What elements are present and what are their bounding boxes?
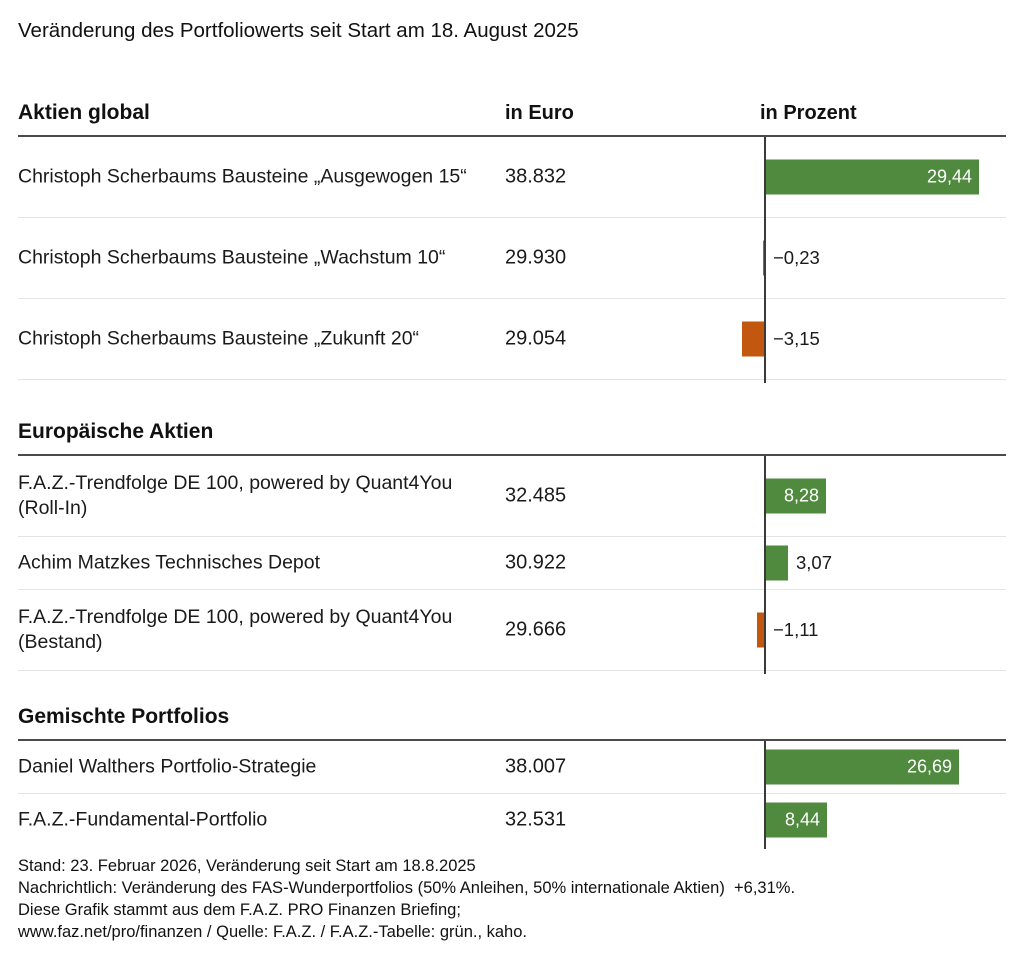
euro-value: 30.922 [505, 551, 567, 574]
euro-value: 38.832 [505, 165, 567, 188]
table-row: Christoph Scherbaums Bausteine „Zukunft … [18, 299, 1006, 380]
euro-value: 29.054 [505, 327, 567, 350]
portfolio-name: Christoph Scherbaums Bausteine „Ausgewog… [18, 165, 467, 188]
footer-line: Diese Grafik stammt aus dem F.A.Z. PRO F… [18, 901, 461, 919]
portfolio-name: Christoph Scherbaums Bausteine „Wachstum… [18, 246, 446, 269]
percent-value: −1,11 [773, 619, 819, 640]
footer-notes: Stand: 23. Februar 2026, Veränderung sei… [18, 855, 795, 943]
section-2: Gemischte Portfolios Daniel Walthers Port… [18, 703, 1006, 849]
section-header: Aktien global in Euro in Prozent [18, 99, 1006, 127]
positive-bar: 26,69 [766, 749, 959, 785]
zero-axis-line [764, 456, 766, 674]
positive-bar [766, 545, 788, 581]
table-row: Achim Matzkes Technisches Depot 30.922 3,0… [18, 537, 1006, 590]
zero-axis-line [764, 137, 766, 383]
table-row: F.A.Z.-Fundamental-Portfolio 32.531 8,44 [18, 794, 1006, 846]
section-rows: Christoph Scherbaums Bausteine „Ausgewog… [18, 137, 1006, 383]
euro-value: 29.930 [505, 246, 567, 269]
negative-bar [742, 321, 765, 357]
portfolio-name: Christoph Scherbaums Bausteine „Zukunft … [18, 327, 420, 350]
euro-value: 38.007 [505, 755, 567, 778]
percent-value: 8,44 [784, 809, 820, 830]
section-rule [18, 739, 1006, 741]
table-row: Daniel Walthers Portfolio-Strategie 38.00… [18, 741, 1006, 794]
negative-bar [757, 612, 765, 648]
euro-value: 32.531 [505, 808, 567, 831]
portfolio-name: F.A.Z.-Trendfolge DE 100, powered by Qua… [18, 472, 453, 519]
percent-value: 8,28 [783, 485, 819, 506]
section-0: Aktien global in Euro in Prozent Christoph … [18, 99, 1006, 383]
footer-line: Nachrichtlich: Veränderung des FAS-Wunde… [18, 879, 796, 897]
euro-value: 32.485 [505, 484, 567, 507]
portfolio-name: Achim Matzkes Technisches Depot [18, 551, 321, 574]
section-rows: Daniel Walthers Portfolio-Strategie 38.00… [18, 741, 1006, 849]
percent-value: −0,23 [773, 247, 820, 268]
section-rule [18, 135, 1006, 137]
section-rows: F.A.Z.-Trendfolge DE 100, powered by Qua… [18, 456, 1006, 674]
zero-axis-line [764, 741, 766, 849]
positive-bar: 8,28 [766, 478, 826, 514]
percent-value: −3,15 [773, 328, 820, 349]
portfolio-name: Daniel Walthers Portfolio-Strategie [18, 755, 317, 778]
footer-line: www.faz.net/pro/finanzen / Quelle: F.A.Z… [18, 923, 527, 941]
table-row: Christoph Scherbaums Bausteine „Ausgewog… [18, 137, 1006, 218]
table-row: F.A.Z.-Trendfolge DE 100, powered by Qua… [18, 456, 1006, 537]
table-row: Christoph Scherbaums Bausteine „Wachstum… [18, 218, 1006, 299]
positive-bar: 8,44 [766, 802, 827, 838]
table-row: F.A.Z.-Trendfolge DE 100, powered by Qua… [18, 590, 1006, 671]
portfolio-name: F.A.Z.-Fundamental-Portfolio [18, 808, 268, 831]
column-header-percent: in Prozent [760, 102, 857, 124]
section-rule [18, 454, 1006, 456]
section-header: Europäische Aktien [18, 420, 214, 443]
positive-bar: 29,44 [766, 159, 979, 195]
page-title: Veränderung des Portfoliowerts seit Star… [18, 19, 579, 42]
section-1: Europäische Aktien F.A.Z.-Trendfolge DE 1… [18, 418, 1006, 674]
portfolio-name: F.A.Z.-Trendfolge DE 100, powered by Qua… [18, 606, 453, 653]
percent-value: 26,69 [906, 756, 952, 777]
footer-line: Stand: 23. Februar 2026, Veränderung sei… [18, 857, 476, 875]
euro-value: 29.666 [505, 618, 567, 641]
percent-value: 3,07 [796, 552, 833, 573]
percent-value: 29,44 [926, 166, 972, 187]
column-header-euro: in Euro [505, 102, 574, 124]
section-header: Gemischte Portfolios [18, 705, 230, 728]
